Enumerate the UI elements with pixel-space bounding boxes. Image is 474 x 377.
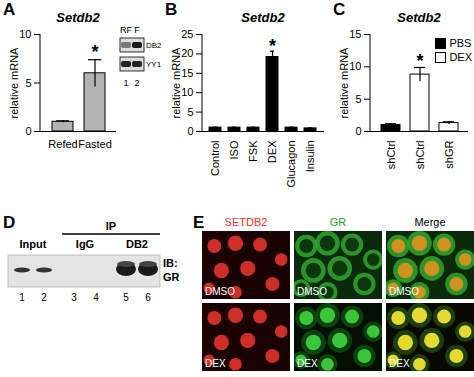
svg-text:0: 0 xyxy=(355,125,361,137)
svg-text:F: F xyxy=(134,25,140,35)
html-text:DEX: DEX xyxy=(449,51,472,63)
svg-text:Merge: Merge xyxy=(414,216,445,228)
html-text:Setdb2: Setdb2 xyxy=(56,10,100,25)
svg-text:Fasted: Fasted xyxy=(78,138,112,150)
svg-text:Glucagon: Glucagon xyxy=(285,141,297,188)
svg-text:Input: Input xyxy=(20,238,47,250)
svg-text:*: * xyxy=(91,42,98,62)
svg-text:0: 0 xyxy=(187,125,193,137)
svg-text:IB:: IB: xyxy=(163,257,178,269)
svg-text:DMSO: DMSO xyxy=(205,286,235,297)
svg-text:DEX: DEX xyxy=(205,358,226,369)
svg-text:SETDB2: SETDB2 xyxy=(225,216,268,228)
html-text:PBS: PBS xyxy=(449,37,472,49)
svg-text:IP: IP xyxy=(106,220,116,232)
svg-text:10: 10 xyxy=(181,86,193,98)
svg-text:GR: GR xyxy=(330,216,347,228)
svg-text:5: 5 xyxy=(123,292,129,303)
svg-text:YY1: YY1 xyxy=(146,60,162,69)
svg-text:0: 0 xyxy=(25,125,31,137)
svg-text:DMSO: DMSO xyxy=(389,286,419,297)
html-text:B: B xyxy=(165,0,178,19)
svg-text:10: 10 xyxy=(19,28,31,40)
svg-text:*: * xyxy=(416,51,423,71)
svg-text:relative mRNA: relative mRNA xyxy=(338,47,350,119)
html-text:E: E xyxy=(193,213,205,232)
svg-text:shGR: shGR xyxy=(443,140,455,168)
svg-text:DEX: DEX xyxy=(266,140,278,163)
html-text:C: C xyxy=(333,0,346,19)
svg-text:5: 5 xyxy=(25,77,31,89)
html-text:Setdb2: Setdb2 xyxy=(241,10,285,25)
svg-text:RF: RF xyxy=(120,25,132,35)
svg-text:1: 1 xyxy=(123,78,128,88)
svg-text:DB2: DB2 xyxy=(146,41,162,50)
svg-text:GR: GR xyxy=(163,271,180,283)
svg-text:DEX: DEX xyxy=(389,358,410,369)
svg-text:Refed: Refed xyxy=(48,138,77,150)
svg-text:5: 5 xyxy=(355,93,361,105)
svg-text:ISO: ISO xyxy=(228,140,240,159)
svg-text:shCtrl: shCtrl xyxy=(414,141,426,170)
svg-text:2: 2 xyxy=(41,292,47,303)
svg-text:5: 5 xyxy=(187,106,193,118)
svg-text:Insulin: Insulin xyxy=(304,141,316,173)
svg-text:10: 10 xyxy=(349,60,361,72)
html-text:D: D xyxy=(3,213,16,232)
svg-text:2: 2 xyxy=(134,78,139,88)
html-text:Setdb2: Setdb2 xyxy=(397,10,441,25)
svg-text:relative mRNA: relative mRNA xyxy=(170,47,182,119)
svg-text:DEX: DEX xyxy=(297,358,318,369)
svg-text:4: 4 xyxy=(93,292,99,303)
svg-text:DB2: DB2 xyxy=(126,238,148,250)
svg-text:20: 20 xyxy=(181,47,193,59)
svg-text:1: 1 xyxy=(19,292,25,303)
svg-text:shCtrl: shCtrl xyxy=(385,141,397,170)
html-text:A: A xyxy=(3,0,16,19)
svg-text:FSK: FSK xyxy=(247,140,259,162)
svg-text:3: 3 xyxy=(71,292,77,303)
svg-text:25: 25 xyxy=(181,28,193,40)
svg-text:Control: Control xyxy=(209,141,221,176)
svg-text:*: * xyxy=(269,36,276,56)
svg-text:relative mRNA: relative mRNA xyxy=(8,47,20,119)
svg-text:15: 15 xyxy=(349,28,361,40)
svg-text:6: 6 xyxy=(145,292,151,303)
svg-text:DMSO: DMSO xyxy=(297,286,327,297)
svg-text:15: 15 xyxy=(181,67,193,79)
svg-text:IgG: IgG xyxy=(76,238,94,250)
